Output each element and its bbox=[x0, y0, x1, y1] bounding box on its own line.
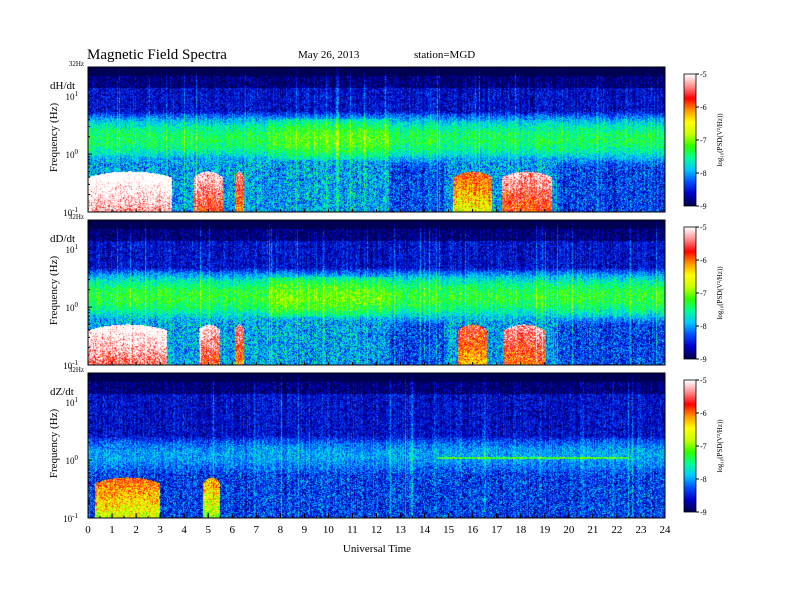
x-tick-label: 13 bbox=[395, 524, 407, 536]
x-tick-label: 8 bbox=[278, 524, 284, 536]
y-tick-label: 101 bbox=[66, 90, 79, 102]
x-tick-label: 20 bbox=[563, 524, 575, 536]
x-tick-label: 2 bbox=[133, 524, 139, 536]
colorbar-tick-label: -7 bbox=[700, 136, 707, 145]
spectrogram-image bbox=[88, 373, 665, 518]
colorbar-tick-label: -8 bbox=[700, 169, 707, 178]
colorbar-tick-label: -8 bbox=[700, 475, 707, 484]
x-tick-label: 9 bbox=[302, 524, 308, 536]
x-tick-label: 1 bbox=[109, 524, 115, 536]
y-axis-label: Frequency (Hz) bbox=[48, 103, 60, 173]
y-tick-label: 101 bbox=[66, 243, 79, 255]
x-tick-label: 22 bbox=[611, 524, 622, 536]
date-label: May 26, 2013 bbox=[298, 49, 360, 61]
x-tick-label: 23 bbox=[635, 524, 647, 536]
y-top-label: 32Hz bbox=[69, 60, 84, 68]
x-tick-label: 6 bbox=[230, 524, 236, 536]
colorbar bbox=[684, 74, 696, 206]
station-label: station=MGD bbox=[414, 49, 475, 61]
colorbar-tick-label: -9 bbox=[700, 508, 707, 517]
colorbar-label: log₁₀(PSD(V²/Hz)) bbox=[716, 419, 724, 473]
panel-label: dD/dt bbox=[50, 233, 75, 245]
colorbar-tick-label: -9 bbox=[700, 355, 707, 364]
x-tick-label: 21 bbox=[587, 524, 598, 536]
x-tick-label: 15 bbox=[443, 524, 455, 536]
x-tick-label: 11 bbox=[347, 524, 358, 536]
colorbar-tick-label: -7 bbox=[700, 442, 707, 451]
panels-group: dH/dt 32Hz Frequency (Hz) 101 100 10-1 -5 -6 -7 -… bbox=[48, 60, 724, 524]
y-tick-label: 100 bbox=[66, 454, 79, 466]
y-top-label: 32Hz bbox=[69, 213, 84, 221]
panel-label: dH/dt bbox=[50, 80, 75, 92]
colorbar-tick-label: -9 bbox=[700, 202, 707, 211]
x-tick-label: 3 bbox=[157, 524, 163, 536]
x-tick-label: 24 bbox=[660, 524, 672, 536]
spectrogram-image bbox=[88, 67, 665, 212]
x-tick-label: 14 bbox=[419, 524, 431, 536]
colorbar-tick-label: -7 bbox=[700, 289, 707, 298]
y-tick-label: 100 bbox=[66, 148, 79, 160]
y-axis-label: Frequency (Hz) bbox=[48, 256, 60, 326]
colorbar-tick-label: -5 bbox=[700, 70, 707, 79]
x-tick-label: 19 bbox=[539, 524, 551, 536]
colorbar-tick-label: -5 bbox=[700, 376, 707, 385]
y-tick-label: 101 bbox=[66, 396, 79, 408]
figure-title: Magnetic Field Spectra bbox=[87, 47, 227, 63]
x-tick-label: 0 bbox=[85, 524, 91, 536]
panel-dZ-dt: dZ/dt 32Hz Frequency (Hz) 101 100 10-1 -5 -6 -7 -… bbox=[48, 366, 724, 524]
x-tick-label: 10 bbox=[323, 524, 335, 536]
x-tick-label: 4 bbox=[181, 524, 187, 536]
x-tick-label: 16 bbox=[467, 524, 479, 536]
y-tick-label: 10-1 bbox=[63, 512, 78, 524]
x-axis: 0 1 2 3 4 5 6 7 8 9 10 11 12 13 14 15 16 17 18 19 20 21 22 23 24 bbox=[85, 209, 671, 536]
colorbar bbox=[684, 227, 696, 359]
colorbar-tick-label: -5 bbox=[700, 223, 707, 232]
y-axis-label: Frequency (Hz) bbox=[48, 409, 60, 479]
y-tick-label: 100 bbox=[66, 301, 79, 313]
x-tick-label: 12 bbox=[371, 524, 382, 536]
x-tick-label: 7 bbox=[254, 524, 260, 536]
x-tick-label: 18 bbox=[515, 524, 527, 536]
colorbar-tick-label: -6 bbox=[700, 103, 707, 112]
panel-label: dZ/dt bbox=[50, 386, 74, 398]
colorbar bbox=[684, 380, 696, 512]
x-tick-label: 17 bbox=[491, 524, 503, 536]
y-top-label: 32Hz bbox=[69, 366, 84, 374]
spectrogram-image bbox=[88, 220, 665, 365]
x-tick-label: 5 bbox=[205, 524, 211, 536]
colorbar-tick-label: -6 bbox=[700, 256, 707, 265]
x-axis-label: Universal Time bbox=[343, 543, 411, 555]
colorbar-label: log₁₀(PSD(V²/Hz)) bbox=[716, 113, 724, 167]
colorbar-tick-label: -6 bbox=[700, 409, 707, 418]
colorbar-tick-label: -8 bbox=[700, 322, 707, 331]
colorbar-label: log₁₀(PSD(V²/Hz)) bbox=[716, 266, 724, 320]
